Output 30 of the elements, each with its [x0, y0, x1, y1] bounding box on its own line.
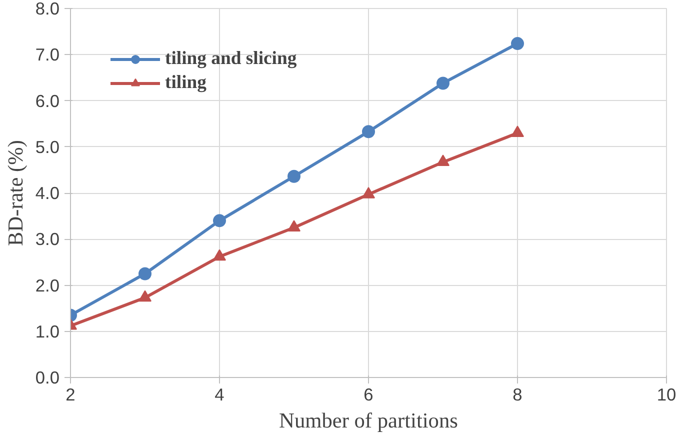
- y-axis-title: BD-rate (%): [3, 140, 28, 246]
- point: [138, 267, 152, 280]
- point: [138, 290, 152, 302]
- y-tick-label: 8.0: [35, 0, 60, 18]
- point: [288, 170, 300, 183]
- point: [511, 37, 524, 50]
- y-tick-label: 1.0: [35, 321, 60, 342]
- x-tick-label: 4: [214, 384, 225, 404]
- legend-label: tiling and slicing: [165, 48, 297, 70]
- point: [213, 249, 226, 261]
- point: [436, 154, 450, 166]
- legend-label: tiling: [165, 72, 206, 94]
- y-tick-label: 4.0: [35, 183, 60, 203]
- point: [436, 76, 450, 90]
- y-tick-label: 3.0: [35, 229, 60, 250]
- point: [362, 125, 375, 138]
- point: [362, 186, 375, 198]
- x-tick-label: 2: [66, 384, 76, 404]
- y-tick-label: 2.0: [35, 275, 60, 296]
- x-tick-label: 10: [656, 384, 676, 404]
- x-axis-title: Number of partitions: [279, 408, 458, 432]
- x-tick-label: 6: [364, 384, 374, 404]
- y-tick-label: 5.0: [35, 136, 60, 157]
- point: [511, 126, 524, 137]
- y-tick-label: 6.0: [35, 90, 60, 111]
- y-tick-label: 0.0: [35, 368, 60, 388]
- y-tick-label: 7.0: [35, 44, 60, 65]
- point: [213, 214, 226, 228]
- point: [288, 220, 300, 232]
- x-tick-label: 8: [512, 384, 522, 404]
